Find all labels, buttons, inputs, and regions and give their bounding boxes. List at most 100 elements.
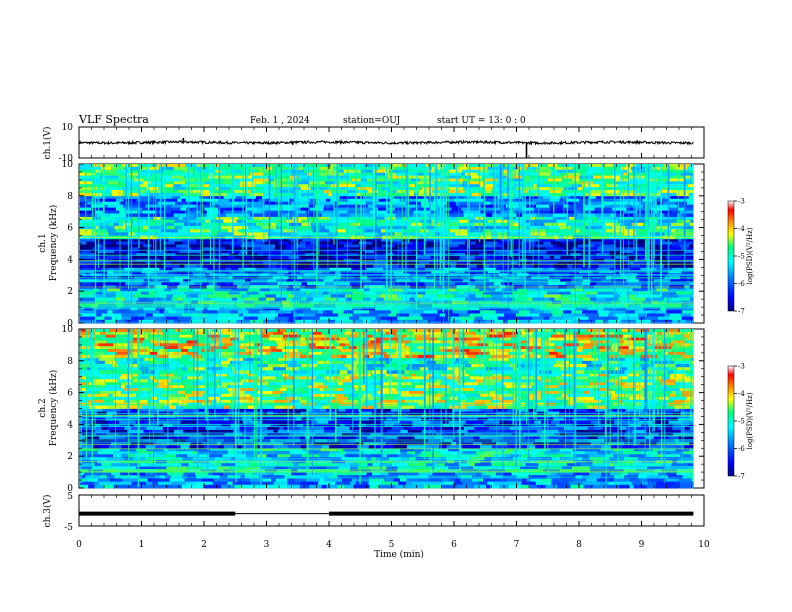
ch1-spectrogram-cell	[690, 313, 694, 318]
ch2-spectrogram-cell	[344, 423, 358, 428]
ch2-spectrogram-cell	[293, 463, 299, 467]
ch1-spectrogram-cell	[318, 172, 332, 176]
ch2-spectrogram-cell	[193, 426, 206, 431]
ch1-spectrogram-cell	[621, 291, 627, 295]
ch2-spectrogram-cell	[328, 445, 334, 449]
ch2-spectrogram-cell	[179, 426, 193, 431]
ch1-spectrogram-cell	[484, 164, 495, 168]
ch1-spectrogram-cell	[611, 169, 621, 174]
ch2-spectrogram-cell	[343, 481, 351, 486]
ch1-spectrogram-cell	[432, 201, 447, 206]
ch2-spectrogram-cell	[176, 448, 185, 452]
ch1-spectrogram-cell	[171, 297, 177, 302]
ch2-spectrogram-cell	[359, 448, 376, 452]
ch1-spectrogram-cell	[392, 226, 407, 230]
ch1-spectrogram-cell	[381, 229, 386, 233]
ch1-spectrogram-cell	[371, 279, 382, 283]
ch1-spectrogram-cell	[497, 303, 509, 308]
ch1-spectrogram-cell	[550, 172, 560, 176]
ch1-spectrogram-cell	[389, 192, 406, 197]
ch2-spectrogram-cell	[360, 408, 378, 412]
ch1-spectrogram-cell	[159, 310, 164, 314]
ch1-spectrogram-cell	[155, 307, 165, 311]
ch1-spectrogram-cell	[220, 187, 230, 191]
ch1-spectrogram-cell	[687, 303, 694, 308]
ch1-spectrogram-cell	[602, 238, 616, 242]
ch1-spectrogram-cell	[571, 279, 583, 283]
ch2-spectrogram-cell	[314, 442, 326, 446]
ch1-spectrogram-cell	[293, 279, 306, 283]
ch2-spectrogram-cell	[481, 472, 486, 476]
ch2-spectrogram-cell	[583, 448, 601, 452]
ch2-spectrogram-cell	[107, 426, 125, 431]
ch1-spectrogram-cell	[690, 238, 694, 242]
ch1-spectrogram-cell	[212, 291, 229, 295]
ch1-spectrogram-cell	[640, 267, 651, 271]
ch1-spectrogram-cell	[202, 267, 208, 271]
ch1-spectrogram-cell	[312, 288, 327, 292]
ch1-spectrogram-cell	[376, 291, 382, 295]
ch1-spectrogram-cell	[195, 267, 203, 271]
ch2-spectrogram-cell	[119, 420, 136, 425]
ch1-spectrogram-cell	[313, 219, 331, 224]
ch1-spectrogram-cell	[493, 238, 503, 242]
ch2-spectrogram-cell	[450, 423, 459, 428]
ch2-spectrogram-cell	[535, 408, 549, 412]
ch1-spectrogram-cell	[305, 253, 316, 257]
ch1-spectrogram-cell	[235, 241, 243, 245]
ch1-spectrogram-cell	[126, 250, 139, 254]
ch1-spectrogram-cell	[244, 267, 256, 271]
ch2-spectrogram-cell	[230, 466, 246, 470]
ch1-spectrogram-cell	[355, 232, 364, 236]
ch1-spectrogram-cell	[547, 201, 557, 206]
ch1-spectrogram-cell	[591, 204, 606, 209]
ch1-spectrogram-cell	[625, 310, 635, 314]
ch1-spectrogram-cell	[234, 255, 246, 260]
ch1-spectrogram-cell	[660, 241, 673, 245]
ch1-spectrogram-cell	[80, 164, 94, 168]
ch1-spectrogram-cell	[610, 279, 627, 283]
ch2-spectrogram-cell	[342, 478, 353, 483]
ch1-spectrogram-cell	[499, 201, 508, 206]
ch2-spectrogram-cell	[432, 463, 439, 467]
ch2-spectrogram-cell	[374, 436, 385, 440]
ch1-spectrogram-cell	[163, 250, 171, 254]
ch2-spectrogram-cell	[341, 420, 351, 425]
ch2-spectrogram-cell	[633, 484, 647, 489]
ch2-spectrogram-cell	[665, 478, 679, 483]
ch2-spectrogram-cell	[636, 463, 646, 467]
ch2-spectrogram-cell	[265, 469, 277, 473]
ch2-spectrogram-cell	[315, 439, 328, 443]
ch1-spectrogram-cell	[278, 190, 295, 194]
ch1-spectrogram-cell	[656, 267, 673, 271]
ch1-spectrogram-cell	[263, 319, 280, 324]
ch1-spectrogram-cell	[174, 219, 190, 224]
ch1-spectrogram-cell	[328, 291, 343, 295]
ch2-spectrogram-cell	[604, 436, 620, 440]
ch1-spectrogram-cell	[469, 261, 483, 265]
ch1-spectrogram-cell	[165, 192, 183, 197]
ch1-spectrogram-cell	[85, 195, 94, 200]
ch1-spectrogram-cell	[197, 169, 215, 174]
ch2-spectrogram-cell	[589, 466, 604, 470]
ch1-spectrogram-cell	[656, 187, 662, 191]
ch1-spectrogram-cell	[310, 294, 324, 298]
ch1-spectrogram-cell	[223, 307, 241, 311]
ch1-spectrogram-cell	[157, 219, 175, 224]
ch2-spectrogram-cell	[461, 481, 480, 486]
ch1-spectrogram-cell	[186, 294, 199, 298]
ch1-spectrogram-cell	[124, 207, 143, 211]
ch1-spectrogram-cell	[139, 172, 146, 176]
ch1-spectrogram-cell	[588, 229, 594, 233]
ch2-spectrogram-cell	[670, 466, 688, 470]
ch1-spectrogram-cell	[238, 253, 245, 257]
ch2-spectrogram-cell	[335, 429, 353, 434]
ch2-spectrogram-cell	[190, 442, 202, 446]
ch1-spectrogram-cell	[262, 190, 279, 194]
ch1-spectrogram-cell	[139, 204, 146, 209]
ch1-spectrogram-cell	[383, 190, 389, 194]
ch2-spectrogram-cell	[381, 426, 392, 431]
ch2-spectrogram-cell	[541, 420, 551, 425]
ch1-spectrogram-cell	[692, 232, 694, 236]
ch1-spectrogram-cell	[684, 216, 694, 221]
